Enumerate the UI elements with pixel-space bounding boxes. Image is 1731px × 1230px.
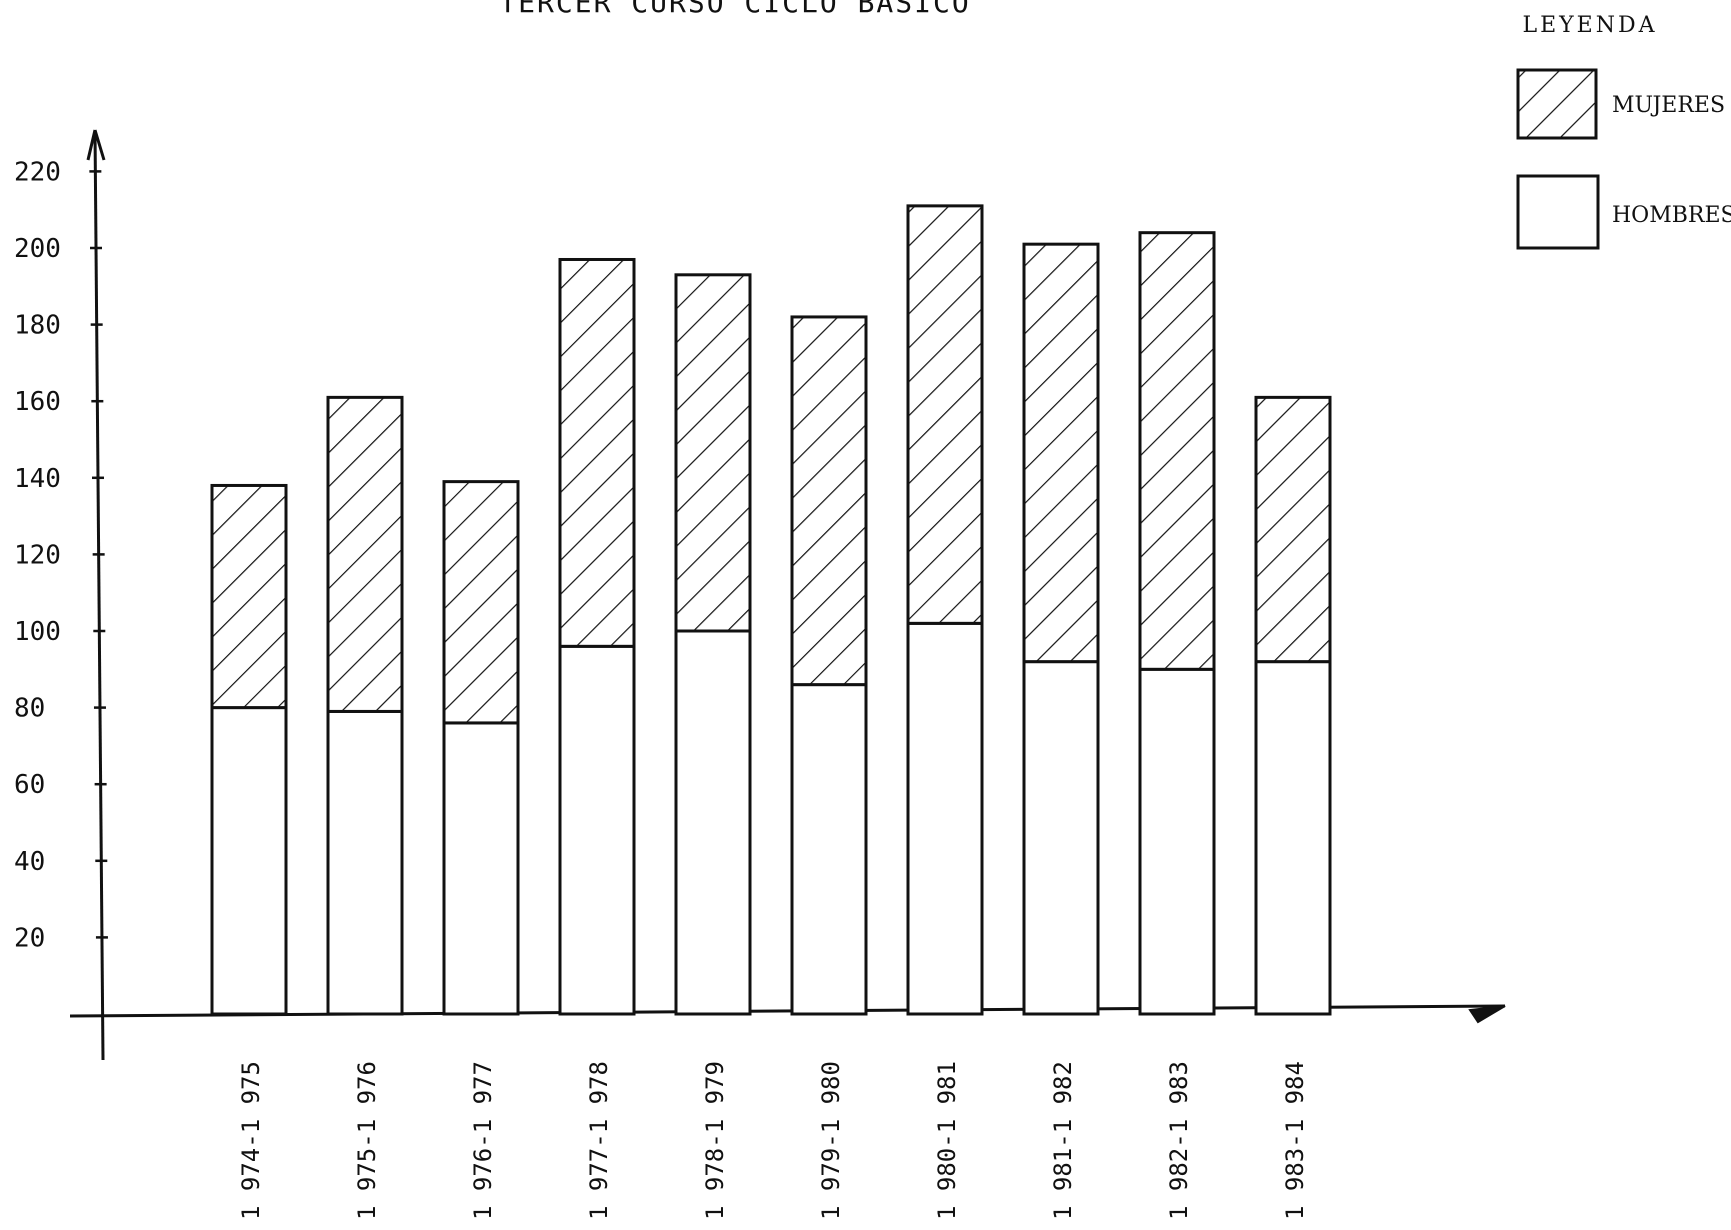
bar-hombres — [558, 644, 636, 1016]
bar-hombres — [790, 683, 868, 1016]
bar-mujeres — [442, 480, 520, 725]
y-tick-label: 80 — [14, 694, 45, 724]
bar-hombres — [1254, 660, 1332, 1016]
category-label: 1 982-1 983 — [1165, 1061, 1193, 1220]
y-tick-label: 220 — [14, 157, 61, 187]
bars — [210, 204, 1332, 1016]
bar-mujeres — [558, 257, 636, 648]
bar-mujeres — [1138, 231, 1216, 671]
bar-hombres — [906, 621, 984, 1016]
bar-hombres — [1022, 660, 1100, 1016]
y-tick-label: 100 — [14, 617, 61, 647]
bar-hombres — [210, 706, 288, 1016]
y-tick-label: 140 — [14, 464, 61, 494]
category-label: 1 977-1 978 — [585, 1061, 613, 1220]
y-tick-label: 120 — [14, 540, 61, 570]
bar-mujeres — [326, 395, 404, 713]
category-label: 1 978-1 979 — [701, 1061, 729, 1220]
legend-label-hombres: HOMBRES — [1612, 203, 1731, 228]
legend-title: LEYENDA — [1522, 13, 1657, 38]
category-label: 1 980-1 981 — [933, 1061, 961, 1220]
bar-hombres — [674, 629, 752, 1016]
x-axis-arrow — [1468, 1005, 1506, 1024]
bar-mujeres — [906, 204, 984, 625]
y-ticks: 20 40 60 80 100 120 140 160 180 200 220 — [14, 157, 108, 953]
bar-mujeres — [210, 483, 288, 710]
y-tick-label: 200 — [14, 234, 61, 264]
category-label: 1 974-1 975 — [237, 1061, 265, 1220]
bar-hombres — [1138, 667, 1216, 1016]
category-label: 1 975-1 976 — [353, 1061, 381, 1220]
y-axis — [93, 129, 105, 1061]
chart-title: TERCER CURSO CICLO BASICO — [499, 0, 970, 19]
category-labels: 1 974-1 975 1 975-1 976 1 976-1 977 1 977-1… — [237, 1061, 1309, 1220]
bar-mujeres — [1022, 242, 1100, 664]
bar-mujeres — [790, 315, 868, 687]
legend-swatch-mujeres — [1516, 68, 1598, 140]
bar-mujeres — [1254, 395, 1332, 664]
legend: LEYENDA MUJERES HOMBRES — [1516, 13, 1731, 250]
bar-hombres — [442, 721, 520, 1016]
category-label: 1 981-1 982 — [1049, 1061, 1077, 1220]
legend-swatch-hombres — [1516, 174, 1600, 250]
y-tick-label: 40 — [14, 847, 45, 877]
y-tick-label: 60 — [14, 770, 45, 800]
legend-label-mujeres: MUJERES — [1612, 93, 1725, 118]
bar-hombres — [326, 709, 404, 1016]
y-tick-label: 160 — [14, 387, 61, 417]
category-label: 1 979-1 980 — [817, 1061, 845, 1220]
category-label: 1 983-1 984 — [1281, 1061, 1309, 1220]
bar-mujeres — [674, 273, 752, 633]
y-axis-arrow — [86, 129, 106, 161]
y-tick-label: 180 — [14, 311, 61, 341]
y-tick-label: 20 — [14, 923, 45, 953]
category-label: 1 976-1 977 — [469, 1061, 497, 1220]
